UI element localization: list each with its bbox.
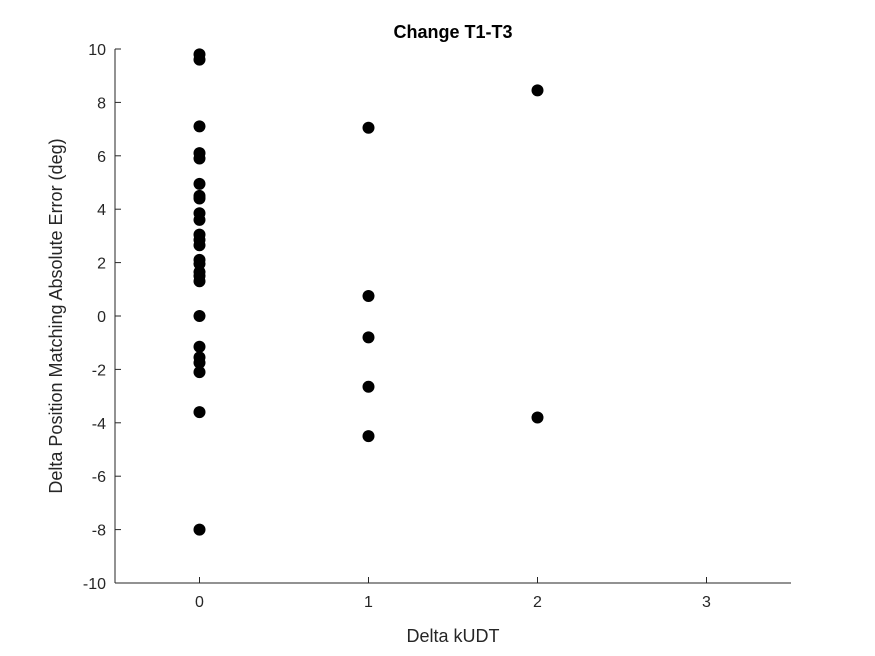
y-tick-label: 8 (97, 95, 106, 112)
data-point (193, 275, 206, 288)
data-point (362, 331, 375, 344)
data-point (193, 310, 206, 322)
data-point (193, 523, 206, 536)
y-tick-label: -6 (92, 469, 106, 486)
y-tick-label: -10 (83, 576, 106, 593)
y-tick-label: 0 (97, 309, 106, 326)
y-tick-label: 2 (97, 256, 106, 273)
data-point (362, 380, 375, 393)
data-point (193, 340, 206, 353)
data-point (362, 430, 375, 443)
y-tick-label: 10 (88, 42, 106, 59)
data-point (193, 366, 206, 379)
x-tick-label: 3 (702, 594, 711, 611)
data-point (362, 121, 375, 134)
chart-title: Change T1-T3 (393, 22, 512, 42)
data-point (193, 239, 206, 252)
data-point (193, 120, 206, 133)
y-tick-label: -4 (92, 416, 106, 433)
x-tick-label: 2 (533, 594, 542, 611)
data-point (193, 356, 206, 369)
data-point (193, 213, 206, 226)
data-point (193, 53, 206, 66)
y-tick-label: -8 (92, 523, 106, 540)
data-point (193, 152, 206, 165)
y-tick-label: -2 (92, 362, 106, 379)
data-point (531, 84, 544, 97)
data-point (193, 177, 206, 190)
data-point (193, 192, 206, 205)
data-point (531, 411, 544, 424)
y-tick-label: 4 (97, 202, 106, 219)
y-axis-label: Delta Position Matching Absolute Error (… (46, 138, 66, 493)
x-tick-label: 0 (195, 594, 204, 611)
data-point (362, 289, 375, 302)
plot-area: 0 1 2 3 -10 -8 -6 -4 -2 0 2 4 6 8 10 (83, 42, 791, 611)
x-tick-label: 1 (364, 594, 373, 611)
y-tick-label: 6 (97, 149, 106, 166)
x-axis-label: Delta kUDT (406, 626, 499, 646)
data-point (193, 406, 206, 419)
